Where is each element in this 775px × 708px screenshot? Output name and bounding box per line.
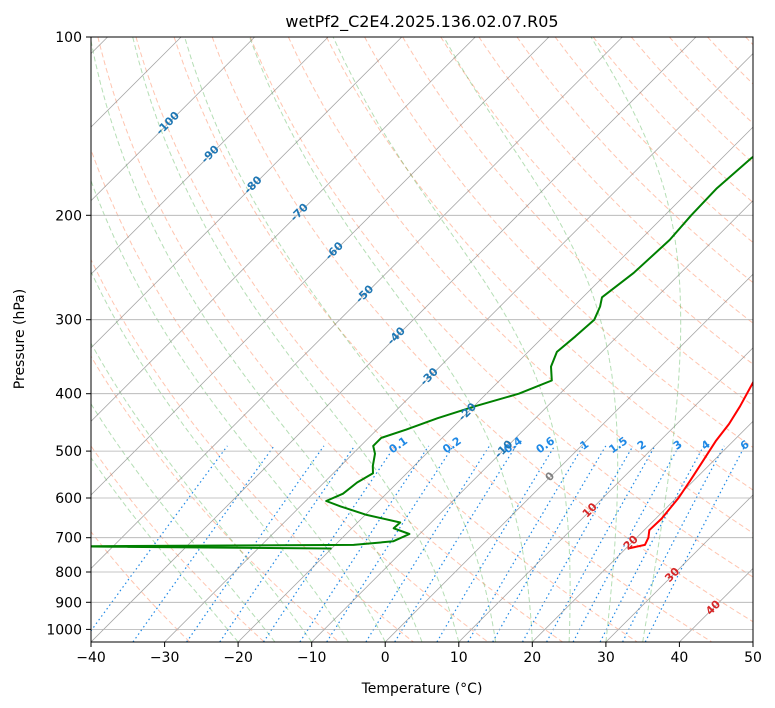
x-tick-label: −20 bbox=[223, 650, 253, 666]
pressure-gridlines bbox=[91, 37, 753, 630]
dry-adiabat-line bbox=[554, 37, 753, 244]
x-tick-label: 50 bbox=[744, 650, 762, 666]
x-tick-label: 20 bbox=[523, 650, 541, 666]
isotherm-line bbox=[91, 37, 329, 275]
y-tick-label: 400 bbox=[55, 387, 82, 403]
isotherm-line bbox=[91, 37, 255, 202]
dry-adiabat-line bbox=[440, 37, 753, 365]
dry-adiabat-line bbox=[211, 37, 753, 623]
chart-title: wetPf2_C2E4.2025.136.02.07.R05 bbox=[285, 12, 558, 32]
dry-adiabat-line bbox=[91, 445, 265, 642]
x-tick-label: −40 bbox=[76, 650, 106, 666]
mixing-ratio-line bbox=[262, 445, 396, 642]
moist-adiabat-line bbox=[332, 37, 571, 642]
x-axis-ticks: −40 −30 −20 −10 0 10 20 30 40 50 bbox=[76, 642, 762, 666]
x-tick-label: −10 bbox=[297, 650, 327, 666]
isotherm-line bbox=[91, 37, 550, 496]
y-tick-label: 700 bbox=[55, 531, 82, 547]
isotherm-line bbox=[91, 37, 476, 422]
y-tick-label: 800 bbox=[55, 565, 82, 581]
dry-adiabat-line bbox=[326, 37, 753, 491]
dry-adiabat-line bbox=[173, 37, 713, 642]
moist-adiabat-line bbox=[590, 37, 682, 642]
y-axis-label: Pressure (hPa) bbox=[12, 289, 28, 389]
isotherm-line bbox=[311, 200, 753, 642]
x-tick-label: 40 bbox=[670, 650, 688, 666]
dry-adiabat-line bbox=[630, 37, 753, 164]
moist-adiabat-line bbox=[132, 37, 460, 642]
sounding-traces bbox=[91, 155, 753, 550]
x-tick-label: 30 bbox=[597, 650, 615, 666]
mixing-ratio-line bbox=[572, 445, 680, 642]
dry-adiabat-line bbox=[97, 37, 563, 642]
y-tick-label: 200 bbox=[55, 208, 82, 224]
y-tick-label: 600 bbox=[55, 491, 82, 507]
mixing-ratio-line bbox=[436, 445, 556, 642]
mixing-ratio-line bbox=[521, 445, 634, 642]
isotherm-line bbox=[237, 126, 753, 642]
isotherm-line bbox=[91, 37, 623, 569]
mixing-ratio-line bbox=[326, 445, 454, 642]
isotherm-line bbox=[532, 420, 753, 642]
isotherm-line bbox=[458, 347, 753, 642]
y-tick-label: 1000 bbox=[46, 622, 82, 638]
mixing-ratio-line bbox=[365, 445, 491, 642]
x-axis-label: Temperature (°C) bbox=[361, 681, 483, 697]
moist-adiabat-line bbox=[91, 456, 239, 642]
isotherm-line bbox=[605, 494, 753, 642]
plot-frame bbox=[90, 36, 754, 643]
moist-adiabat-line bbox=[184, 37, 497, 642]
y-tick-label: 100 bbox=[55, 30, 82, 46]
moist-adiabat-line bbox=[91, 270, 349, 642]
x-tick-label: 10 bbox=[450, 650, 468, 666]
dewpoint-trace bbox=[91, 155, 753, 550]
isotherm-line bbox=[384, 273, 753, 642]
dry-adiabat-line bbox=[91, 355, 340, 642]
dry-adiabat-line bbox=[91, 148, 489, 642]
mixing-ratio-line bbox=[492, 445, 607, 642]
y-tick-label: 900 bbox=[55, 595, 82, 611]
x-tick-label: −30 bbox=[150, 650, 180, 666]
x-tick-label: 0 bbox=[381, 650, 390, 666]
dry-adiabat-line bbox=[135, 37, 638, 642]
dry-adiabat-line bbox=[249, 37, 753, 578]
isotherms bbox=[91, 37, 753, 642]
dry-adiabat-line bbox=[287, 37, 753, 534]
mixing-ratio-line bbox=[546, 445, 656, 642]
y-tick-label: 300 bbox=[55, 313, 82, 329]
temperature-trace bbox=[627, 380, 753, 550]
y-axis-ticks: 100 200 300 400 500 600 700 800 900 1000 bbox=[46, 30, 91, 638]
isotherm-line bbox=[91, 37, 403, 349]
isotherm-line bbox=[164, 53, 753, 642]
isotherm-line bbox=[91, 37, 697, 642]
moist-adiabat-line bbox=[249, 37, 533, 642]
moist-adiabat-line bbox=[91, 38, 423, 642]
moist-adiabat-line bbox=[91, 179, 386, 642]
moist-adiabat-line bbox=[443, 37, 619, 642]
y-tick-label: 500 bbox=[55, 444, 82, 460]
dry-adiabat-line bbox=[402, 37, 753, 407]
dry-adiabat-line bbox=[91, 258, 414, 642]
dry-adiabat-line bbox=[516, 37, 753, 284]
mixing-ratio-line bbox=[299, 445, 430, 642]
moist-adiabats bbox=[91, 37, 682, 642]
plot-area: 0.10.20.40.611.52346810131620253036 -100… bbox=[91, 37, 753, 642]
mixing-ratio-line bbox=[467, 445, 584, 642]
